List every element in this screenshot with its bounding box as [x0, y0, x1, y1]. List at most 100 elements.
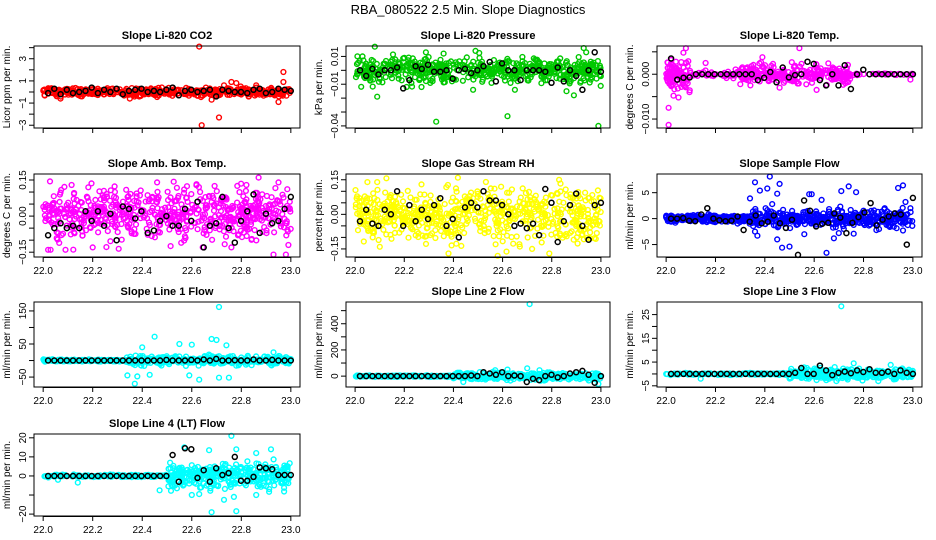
- data-point-black: [281, 205, 288, 213]
- data-point: [128, 228, 135, 235]
- data-point: [461, 229, 468, 237]
- data-point: [511, 86, 519, 93]
- data-point-black: [430, 68, 438, 75]
- data-point: [548, 61, 555, 68]
- data-point-black: [597, 199, 605, 207]
- data-point: [399, 198, 407, 205]
- y-tick-label: −0.15: [18, 239, 29, 265]
- y-axis-label: percent per min.: [314, 179, 325, 251]
- data-point: [165, 197, 172, 204]
- data-point: [223, 342, 230, 349]
- data-point: [794, 80, 801, 87]
- x-tick-label: 22.8: [232, 266, 252, 277]
- y-tick-label: −50: [18, 368, 29, 385]
- data-point: [749, 65, 757, 72]
- data-point: [781, 77, 789, 85]
- data-point: [169, 208, 176, 216]
- data-point: [470, 58, 477, 65]
- data-point: [584, 73, 591, 80]
- data-point: [79, 232, 86, 239]
- data-point: [168, 200, 175, 207]
- data-point: [107, 187, 114, 194]
- data-point: [408, 83, 416, 90]
- data-point-black: [505, 67, 512, 74]
- data-point: [788, 59, 795, 66]
- y-tick-label: 0.00: [18, 206, 29, 226]
- data-point: [253, 207, 260, 214]
- data-point: [277, 223, 285, 230]
- data-point: [508, 186, 516, 193]
- data-point: [239, 201, 246, 208]
- data-point-black: [200, 244, 207, 251]
- data-point-black: [492, 197, 500, 204]
- data-point-black: [393, 188, 401, 195]
- data-point: [178, 201, 185, 208]
- data-point: [275, 93, 283, 100]
- x-tick-label: 22.2: [395, 266, 415, 277]
- data-point-black: [742, 70, 749, 78]
- data-point-black: [163, 212, 170, 220]
- data-point-black: [144, 88, 151, 96]
- data-point: [367, 76, 374, 84]
- data-point: [558, 206, 565, 213]
- data-point: [251, 227, 258, 234]
- data-point-black: [206, 222, 214, 229]
- data-point: [154, 188, 161, 196]
- y-tick-label: −0.01: [330, 71, 341, 97]
- data-point-black: [237, 88, 245, 96]
- data-point: [209, 236, 216, 243]
- data-point-black: [492, 78, 500, 85]
- data-point: [175, 209, 182, 216]
- panel-title: Slope Li-820 CO2: [122, 30, 212, 42]
- data-point-black: [250, 86, 257, 94]
- data-point: [188, 341, 195, 348]
- data-point: [114, 229, 121, 236]
- data-point-black: [891, 70, 898, 78]
- data-point-black: [779, 64, 786, 71]
- data-point: [376, 243, 383, 250]
- data-point: [845, 183, 852, 190]
- y-tick-label: 0.01: [330, 46, 341, 66]
- data-point-black: [449, 215, 456, 223]
- data-point: [284, 226, 291, 233]
- data-point-black: [88, 84, 95, 91]
- data-point: [358, 83, 365, 90]
- data-point: [169, 215, 176, 222]
- data-point: [42, 201, 49, 208]
- data-point-black: [256, 85, 263, 92]
- data-point: [125, 193, 132, 200]
- y-tick-label: 400: [330, 315, 341, 332]
- data-point: [581, 189, 589, 196]
- data-point: [796, 45, 803, 52]
- data-point-black: [785, 74, 793, 81]
- data-point: [253, 210, 260, 217]
- data-point: [162, 204, 169, 211]
- data-point: [421, 191, 428, 198]
- data-point: [197, 188, 204, 196]
- data-point: [786, 243, 793, 250]
- x-tick-label: 23.0: [591, 266, 611, 277]
- data-point-black: [406, 201, 413, 209]
- y-tick-label: 150: [18, 302, 29, 319]
- data-point-black: [754, 76, 762, 84]
- data-point: [111, 215, 119, 222]
- data-point: [514, 67, 521, 75]
- data-point-black: [800, 197, 808, 204]
- data-point: [818, 196, 825, 204]
- data-point: [270, 251, 277, 258]
- data-point-black: [125, 87, 133, 95]
- data-point: [287, 208, 294, 215]
- data-point-black: [535, 67, 543, 74]
- data-point: [176, 340, 183, 348]
- data-point-black: [480, 62, 487, 70]
- y-tick-label: 0: [641, 215, 652, 221]
- data-point-black: [829, 70, 836, 78]
- data-point-black: [909, 194, 917, 202]
- data-point: [825, 60, 832, 67]
- data-point-black: [138, 208, 145, 215]
- data-point-black: [75, 224, 83, 232]
- data-point: [181, 209, 188, 216]
- data-point: [501, 77, 509, 84]
- x-tick-label: 23.0: [591, 396, 611, 407]
